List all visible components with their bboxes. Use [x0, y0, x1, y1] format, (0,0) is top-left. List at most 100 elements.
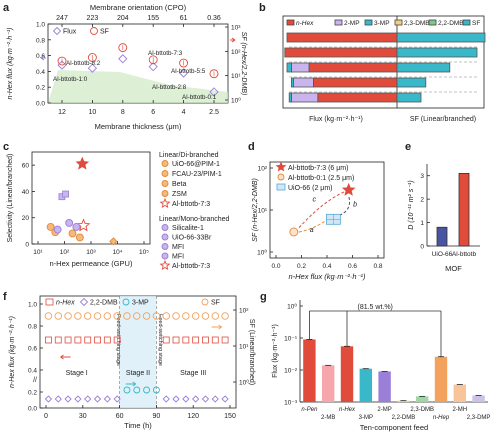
panel-f-nhex-point: [64, 336, 72, 344]
panel-a-ytick-label: 0.8: [36, 37, 45, 44]
panel-d-arrow-label: b: [353, 202, 357, 209]
panel-f-dmb-point: [93, 395, 102, 403]
panel-f-dmb-point: [201, 395, 210, 403]
panel-f-dmb-point: [44, 395, 53, 403]
panel-g-category-label: 2,3-DMP: [467, 415, 491, 421]
panel-c-point: [109, 237, 118, 246]
panel-c-legend-label: Silicalite-1: [172, 225, 204, 232]
panel-g-category-label: 2-MP: [377, 407, 391, 413]
panel-f-3mp-point: [133, 386, 141, 394]
panel-f-dmb-point: [113, 395, 121, 403]
panel-f-sf-point: [182, 312, 190, 320]
panel-b-legend-swatch: [364, 19, 373, 26]
panel-a-sample-label: Al-bttotb-8:2: [66, 60, 101, 67]
panel-c-legend-marker: [161, 252, 169, 260]
panel-g-ylabel: Flux (kg·m⁻²·h⁻¹): [272, 324, 279, 378]
panel-a-flux-point: [148, 62, 158, 72]
panel-g-bar: [397, 400, 410, 402]
panel-g-category-label: n-Pen: [301, 407, 318, 413]
panel-a-ytick-label: 0.4: [36, 69, 45, 76]
panel-a-sf-point: [148, 55, 158, 65]
panel-a-legend-sf-marker: [90, 27, 98, 35]
panel-c-legend-label: Al-bttotb-7:3: [172, 201, 210, 208]
panel-c-xlabel: n-Hex permeance (GPU): [50, 259, 133, 268]
panel-b-legend-label: 2-MP: [344, 20, 360, 27]
panel-b-legend-swatch: [428, 19, 437, 26]
panel-b-sf-bar: [396, 47, 478, 58]
panel-a-green-band: [48, 70, 228, 103]
panel-f-nhex-point: [192, 336, 200, 344]
panel-f-y2tick-label: 10¹: [239, 344, 249, 351]
panel-c-ylabel: Selectivity (Linear/branched): [7, 154, 14, 243]
panel-label-b: b: [259, 2, 266, 14]
panel-d-legend-marker: [277, 173, 285, 181]
panel-f-nhex-point: [211, 336, 219, 344]
panel-label-d: d: [248, 141, 255, 153]
panel-a-top-xlabel: Membrane orientation (CPO): [90, 3, 187, 12]
panel-b-flux-bar: [317, 92, 398, 103]
panel-g-bar: [434, 356, 448, 402]
panel-c-legend-marker: [159, 259, 171, 271]
panel-f-sf-point: [74, 312, 82, 320]
panel-f-dmb-point: [182, 395, 190, 403]
panel-a-xtick-label: 4: [182, 109, 186, 116]
panel-g-category-label: 2-MB: [321, 415, 335, 421]
panel-d-arrow-b: [339, 195, 351, 216]
panel-d-xlabel: n-Hex flux (kg·m⁻²·h⁻¹): [288, 272, 366, 281]
panel-a-legend-flux: Flux: [63, 29, 77, 36]
panel-b-sf-bar: [396, 92, 422, 103]
panel-a-flux-point: [178, 68, 189, 78]
panel-label-e: e: [405, 141, 411, 153]
panel-a-sample-label: Al-bttotb-7:3: [148, 50, 183, 57]
panel-f-nhex-point: [74, 336, 82, 344]
panel-b-legend-swatch: [462, 19, 471, 26]
panel-a-sample-label: Al-bttotb-0:1: [182, 94, 217, 101]
panel-g-ytick-label: 10⁻²: [284, 368, 298, 375]
panel-f-axis-break: //: [33, 377, 37, 384]
panel-f-sf-point: [103, 312, 112, 320]
panel-f-dmb-point: [103, 395, 111, 403]
panel-f-ytick-label: 0.6: [28, 346, 37, 353]
panel-d-arrow-a: [298, 218, 328, 233]
panel-c-point: [72, 222, 81, 231]
panel-c-legend-marker: [161, 160, 169, 167]
panel-c-legend-marker: [161, 170, 169, 177]
panel-c-point: [65, 219, 74, 227]
panel-g-xlabel: Ten-component feed: [360, 423, 428, 432]
panel-f-sf-point: [133, 312, 141, 320]
panel-a-ytick-label: 1.0: [36, 22, 45, 29]
panel-f-dmb-point: [74, 395, 82, 403]
panel-e-bar: [436, 226, 448, 247]
panel-f-sf-point: [64, 312, 72, 320]
panel-f-xtick-label: 30: [79, 413, 87, 420]
panel-c-legend-label: MFI: [172, 254, 184, 261]
panel-f-dmb-point: [84, 395, 92, 403]
panel-e-category-label: UiO-66: [432, 251, 453, 258]
panel-f-ylabel: n-Hex flux (kg·m⁻²·h⁻¹): [9, 316, 16, 388]
panel-b-frame: [282, 15, 485, 109]
panel-label-c: c: [3, 141, 9, 153]
panel-f-sf-point: [83, 312, 92, 320]
panel-f-stage-label: Stage I: [66, 370, 88, 377]
panel-c-xtick-label: 10⁴: [112, 249, 122, 256]
panel-f-xtick-label: 90: [153, 413, 161, 420]
panel-d-ytick-label: 10²: [258, 166, 268, 173]
panel-f-3mp-point: [143, 386, 151, 394]
panel-d-xtick-label: 0.8: [373, 263, 382, 270]
panel-g-bar: [472, 395, 485, 402]
panel-a-legend-flux-marker: [52, 26, 62, 36]
panel-g-bar: [340, 346, 354, 402]
panel-f-xtick-label: 120: [187, 413, 199, 420]
panel-c-legend-marker: [161, 180, 169, 187]
panel-b-flux-bar: [312, 77, 398, 88]
panel-c-ytick-label: 60: [22, 163, 30, 170]
panel-c-legend-label: MFI: [172, 244, 184, 251]
panel-c-legend-label: Al-bttotb-7:3: [172, 263, 210, 270]
panel-a-y2tick-label: 10²: [231, 49, 241, 56]
panel-f-nhex-point: [113, 336, 121, 344]
panel-f-sf-point: [44, 312, 53, 320]
panel-a-sf-point: [118, 43, 128, 53]
panel-a-flux-point: [118, 54, 128, 64]
panel-d-ylabel: SF (n-Hex/2,2-DMB): [252, 178, 259, 242]
panel-f-sf-point: [93, 312, 102, 320]
